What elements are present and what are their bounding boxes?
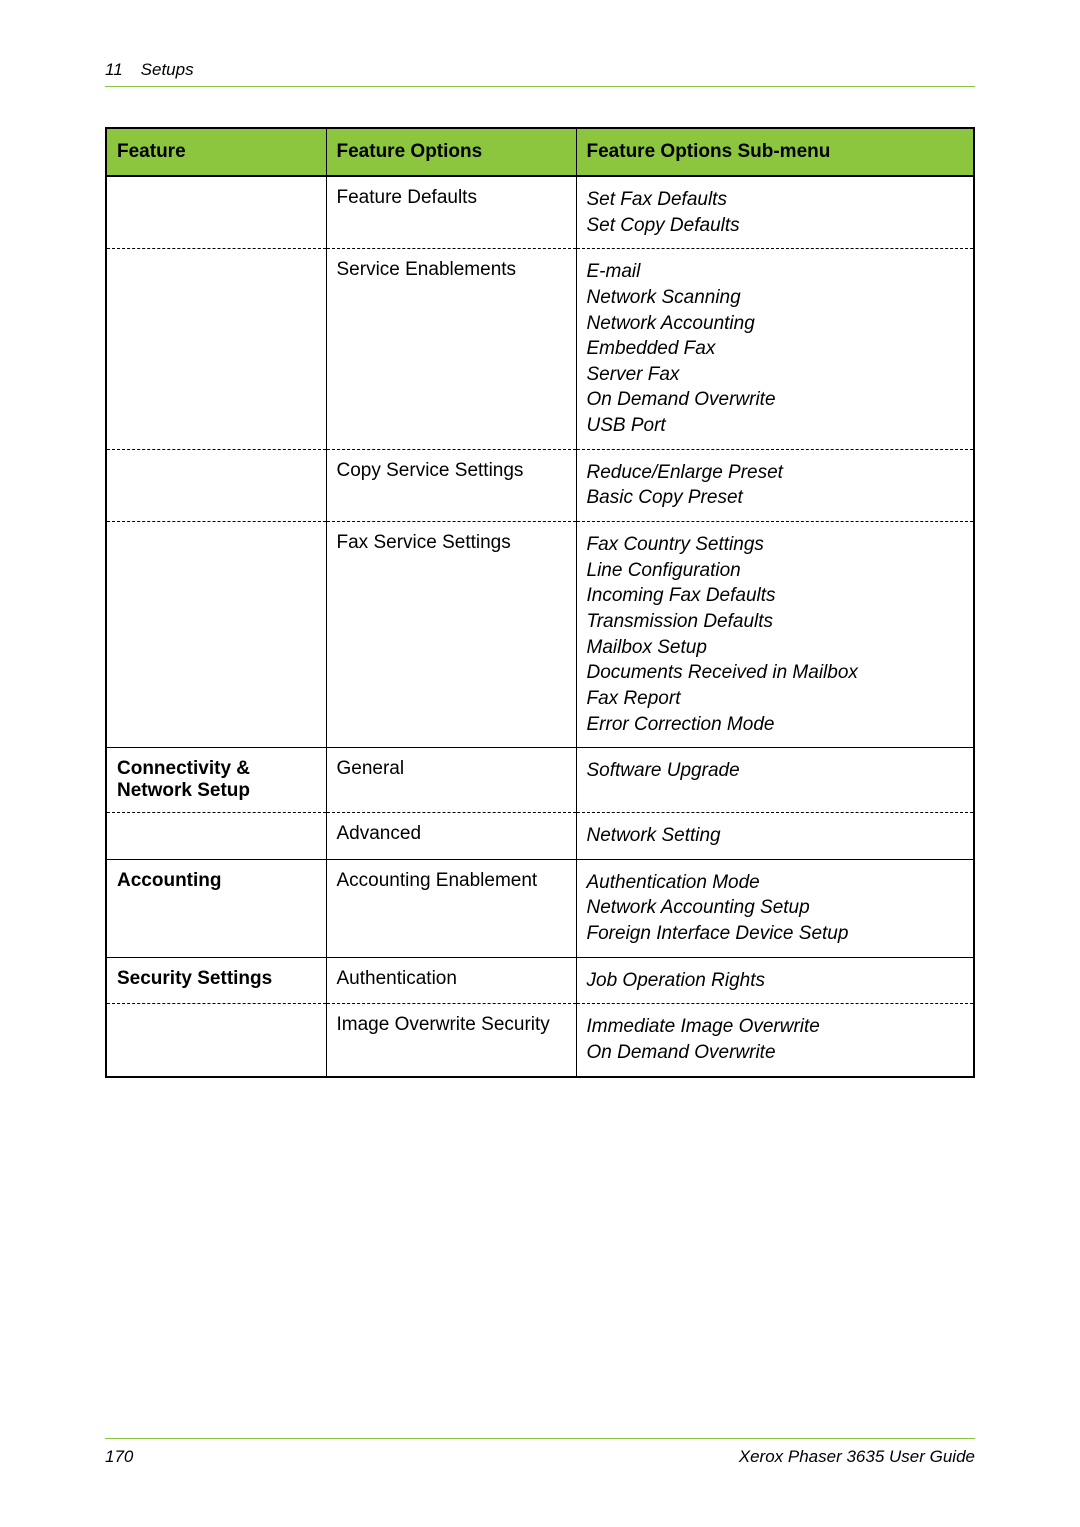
page-footer: 170 Xerox Phaser 3635 User Guide <box>105 1438 975 1467</box>
submenu-item: USB Port <box>587 413 964 439</box>
submenu-item: Line Configuration <box>587 558 964 584</box>
submenu-item: Set Fax Defaults <box>587 187 964 213</box>
submenu-item: Network Setting <box>587 823 964 849</box>
submenu-item: On Demand Overwrite <box>587 387 964 413</box>
option-cell: General <box>326 748 576 813</box>
table-row: Service EnablementsE-mailNetwork Scannin… <box>106 249 974 449</box>
submenu-item: Embedded Fax <box>587 336 964 362</box>
submenu-item: Immediate Image Overwrite <box>587 1014 964 1040</box>
feature-cell: Connectivity & Network Setup <box>106 748 326 813</box>
col-header-feature: Feature <box>106 128 326 176</box>
submenu-item: Network Accounting <box>587 311 964 337</box>
doc-title: Xerox Phaser 3635 User Guide <box>739 1447 975 1467</box>
submenu-item: Error Correction Mode <box>587 712 964 738</box>
submenu-cell: Authentication ModeNetwork Accounting Se… <box>576 859 974 957</box>
table-row: Feature DefaultsSet Fax DefaultsSet Copy… <box>106 176 974 249</box>
running-header: 11 Setups <box>105 60 975 87</box>
submenu-item: Mailbox Setup <box>587 635 964 661</box>
feature-cell <box>106 1004 326 1077</box>
submenu-cell: Set Fax DefaultsSet Copy Defaults <box>576 176 974 249</box>
option-cell: Accounting Enablement <box>326 859 576 957</box>
chapter-number: 11 <box>105 60 123 80</box>
option-cell: Image Overwrite Security <box>326 1004 576 1077</box>
option-cell: Copy Service Settings <box>326 449 576 521</box>
submenu-cell: Immediate Image OverwriteOn Demand Overw… <box>576 1004 974 1077</box>
submenu-item: Documents Received in Mailbox <box>587 660 964 686</box>
submenu-cell: Reduce/Enlarge PresetBasic Copy Preset <box>576 449 974 521</box>
feature-cell <box>106 449 326 521</box>
table-row: AccountingAccounting EnablementAuthentic… <box>106 859 974 957</box>
feature-cell <box>106 522 326 748</box>
submenu-item: On Demand Overwrite <box>587 1040 964 1066</box>
table-header-row: Feature Feature Options Feature Options … <box>106 128 974 176</box>
chapter-title: Setups <box>141 60 194 80</box>
feature-cell <box>106 249 326 449</box>
submenu-item: Fax Report <box>587 686 964 712</box>
submenu-item: Network Accounting Setup <box>587 895 964 921</box>
feature-cell <box>106 813 326 860</box>
feature-cell: Security Settings <box>106 957 326 1004</box>
submenu-cell: Software Upgrade <box>576 748 974 813</box>
feature-cell: Accounting <box>106 859 326 957</box>
table-row: Security SettingsAuthentication Job Opera… <box>106 957 974 1004</box>
col-header-options: Feature Options <box>326 128 576 176</box>
table-row: Image Overwrite SecurityImmediate Image … <box>106 1004 974 1077</box>
settings-table: Feature Feature Options Feature Options … <box>105 127 975 1078</box>
submenu-item: Fax Country Settings <box>587 532 964 558</box>
submenu-item: Transmission Defaults <box>587 609 964 635</box>
option-cell: Service Enablements <box>326 249 576 449</box>
table-row: Connectivity & Network SetupGeneral Softw… <box>106 748 974 813</box>
submenu-item: E-mail <box>587 259 964 285</box>
submenu-item: Incoming Fax Defaults <box>587 583 964 609</box>
submenu-item: Foreign Interface Device Setup <box>587 921 964 947</box>
table-row: Advanced Network Setting <box>106 813 974 860</box>
submenu-cell: Job Operation Rights <box>576 957 974 1004</box>
submenu-item: Basic Copy Preset <box>587 485 964 511</box>
submenu-item: Server Fax <box>587 362 964 388</box>
submenu-item: Software Upgrade <box>587 758 964 784</box>
submenu-item: Reduce/Enlarge Preset <box>587 460 964 486</box>
submenu-item: Network Scanning <box>587 285 964 311</box>
submenu-item: Set Copy Defaults <box>587 213 964 239</box>
submenu-cell: Network Setting <box>576 813 974 860</box>
option-cell: Feature Defaults <box>326 176 576 249</box>
feature-cell <box>106 176 326 249</box>
page: 11 Setups Feature Feature Options Featur… <box>0 0 1080 1527</box>
option-cell: Authentication <box>326 957 576 1004</box>
submenu-item: Authentication Mode <box>587 870 964 896</box>
submenu-cell: E-mailNetwork ScanningNetwork Accounting… <box>576 249 974 449</box>
submenu-item: Job Operation Rights <box>587 968 964 994</box>
submenu-cell: Fax Country SettingsLine ConfigurationIn… <box>576 522 974 748</box>
col-header-submenu: Feature Options Sub-menu <box>576 128 974 176</box>
table-row: Copy Service SettingsReduce/Enlarge Pres… <box>106 449 974 521</box>
option-cell: Advanced <box>326 813 576 860</box>
page-number: 170 <box>105 1447 133 1467</box>
option-cell: Fax Service Settings <box>326 522 576 748</box>
table-row: Fax Service SettingsFax Country Settings… <box>106 522 974 748</box>
table-body: Feature DefaultsSet Fax DefaultsSet Copy… <box>106 176 974 1077</box>
